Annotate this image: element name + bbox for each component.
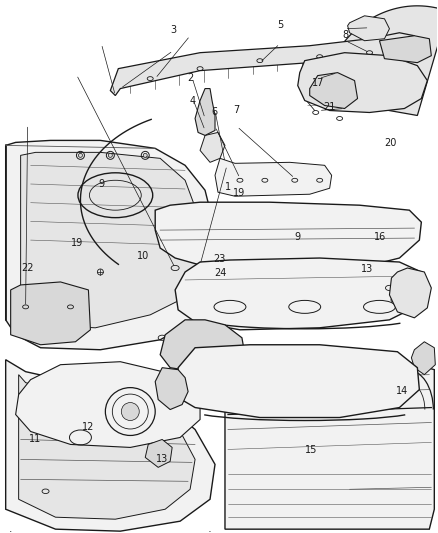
Polygon shape (155, 202, 421, 272)
Polygon shape (195, 88, 215, 135)
Text: 24: 24 (214, 268, 226, 278)
Polygon shape (200, 132, 225, 163)
Ellipse shape (108, 154, 112, 157)
Text: 19: 19 (71, 238, 83, 248)
Polygon shape (6, 140, 215, 350)
Text: 16: 16 (374, 232, 387, 243)
Polygon shape (155, 368, 188, 409)
Polygon shape (178, 345, 419, 417)
Text: 6: 6 (212, 108, 218, 117)
Text: 1: 1 (225, 182, 231, 192)
Text: 8: 8 (343, 30, 349, 41)
Text: 19: 19 (233, 188, 245, 198)
Text: 4: 4 (190, 96, 196, 106)
Polygon shape (160, 320, 245, 372)
Text: 3: 3 (170, 25, 176, 35)
Polygon shape (379, 36, 431, 63)
Polygon shape (411, 342, 435, 375)
Polygon shape (21, 152, 200, 328)
Text: 7: 7 (233, 105, 240, 115)
Polygon shape (11, 282, 90, 345)
Polygon shape (6, 360, 215, 531)
Text: 15: 15 (304, 445, 317, 455)
Ellipse shape (143, 154, 147, 157)
Polygon shape (389, 268, 431, 318)
Text: 22: 22 (21, 263, 34, 272)
Text: 13: 13 (156, 454, 168, 464)
Polygon shape (348, 16, 389, 41)
Text: 20: 20 (385, 138, 397, 148)
Text: 2: 2 (187, 73, 194, 83)
Polygon shape (225, 358, 434, 529)
Polygon shape (215, 158, 332, 196)
Polygon shape (110, 33, 414, 95)
Polygon shape (310, 72, 357, 109)
Text: 12: 12 (82, 422, 94, 432)
Text: 9: 9 (98, 179, 104, 189)
Text: 21: 21 (323, 102, 336, 112)
Polygon shape (145, 439, 172, 467)
Text: 9: 9 (294, 232, 300, 243)
Text: 10: 10 (137, 251, 149, 261)
Polygon shape (175, 258, 427, 330)
Text: 13: 13 (361, 264, 374, 274)
Text: 23: 23 (213, 254, 225, 263)
Ellipse shape (78, 154, 82, 157)
Ellipse shape (121, 402, 139, 421)
Polygon shape (16, 362, 200, 447)
Polygon shape (298, 53, 427, 112)
Text: 11: 11 (28, 434, 41, 444)
Text: 17: 17 (312, 78, 325, 88)
Polygon shape (320, 6, 438, 116)
Text: 5: 5 (277, 20, 283, 30)
Text: 14: 14 (396, 386, 409, 397)
Polygon shape (19, 375, 195, 519)
